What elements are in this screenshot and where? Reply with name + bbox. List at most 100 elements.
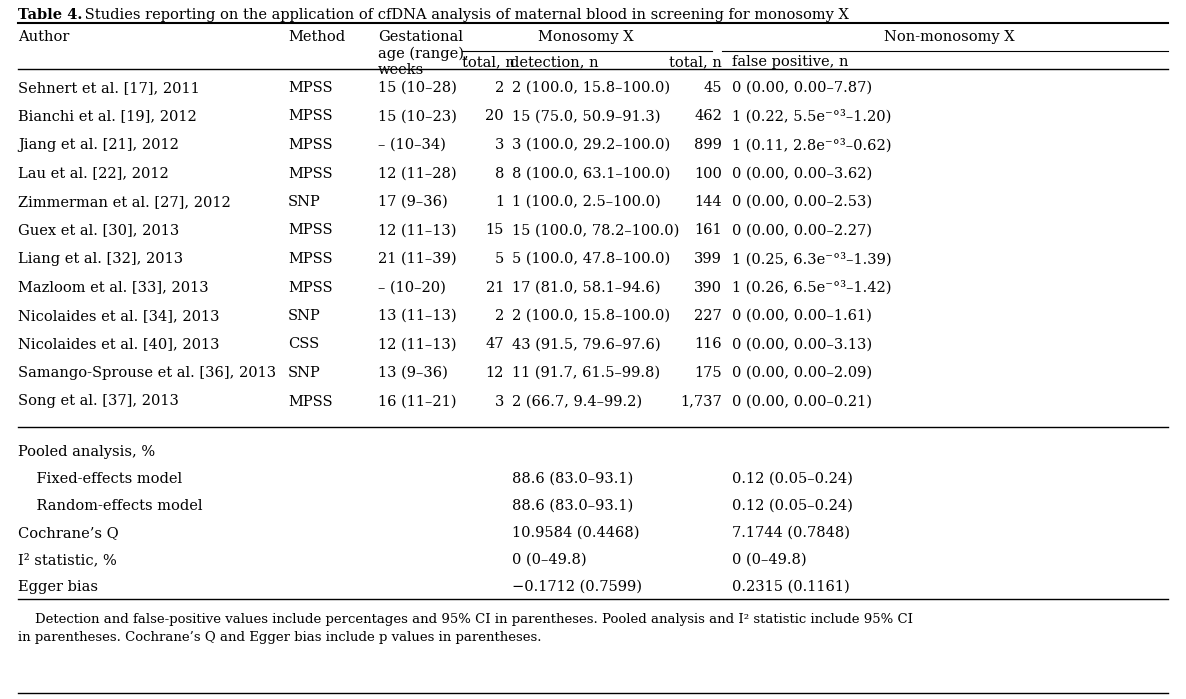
Text: 390: 390: [694, 280, 722, 294]
Text: 899: 899: [694, 138, 722, 152]
Text: 15 (75.0, 50.9–91.3): 15 (75.0, 50.9–91.3): [512, 110, 661, 124]
Text: MPSS: MPSS: [288, 81, 332, 95]
Text: 116: 116: [694, 338, 722, 352]
Text: 88.6 (83.0–93.1): 88.6 (83.0–93.1): [512, 472, 633, 486]
Text: 13 (9–36): 13 (9–36): [378, 366, 448, 380]
Text: 175: 175: [694, 366, 722, 380]
Text: 12: 12: [485, 366, 504, 380]
Text: Bianchi et al. [19], 2012: Bianchi et al. [19], 2012: [18, 110, 197, 124]
Text: 1 (0.25, 6.3e⁻°³–1.39): 1 (0.25, 6.3e⁻°³–1.39): [732, 252, 892, 266]
Text: 2: 2: [495, 81, 504, 95]
Text: 7.1744 (0.7848): 7.1744 (0.7848): [732, 526, 850, 540]
Text: 0.12 (0.05–0.24): 0.12 (0.05–0.24): [732, 499, 853, 513]
Text: 1,737: 1,737: [681, 394, 722, 408]
Text: 0 (0.00, 0.00–3.13): 0 (0.00, 0.00–3.13): [732, 338, 872, 352]
Text: 15 (10–23): 15 (10–23): [378, 110, 457, 124]
Text: −0.1712 (0.7599): −0.1712 (0.7599): [512, 580, 642, 594]
Text: – (10–34): – (10–34): [378, 138, 446, 152]
Text: 13 (11–13): 13 (11–13): [378, 309, 457, 323]
Text: 21: 21: [485, 280, 504, 294]
Text: 16 (11–21): 16 (11–21): [378, 394, 457, 408]
Text: SNP: SNP: [288, 309, 320, 323]
Text: I² statistic, %: I² statistic, %: [18, 553, 116, 567]
Text: 0 (0.00, 0.00–1.61): 0 (0.00, 0.00–1.61): [732, 309, 872, 323]
Text: 15 (10–28): 15 (10–28): [378, 81, 457, 95]
Text: 0 (0.00, 0.00–2.53): 0 (0.00, 0.00–2.53): [732, 195, 872, 209]
Text: 17 (81.0, 58.1–94.6): 17 (81.0, 58.1–94.6): [512, 280, 661, 294]
Text: 1 (0.11, 2.8e⁻°³–0.62): 1 (0.11, 2.8e⁻°³–0.62): [732, 138, 892, 152]
Text: 100: 100: [694, 166, 722, 180]
Text: 12 (11–13): 12 (11–13): [378, 224, 457, 238]
Text: 15: 15: [485, 224, 504, 238]
Text: MPSS: MPSS: [288, 110, 332, 124]
Text: 1 (0.22, 5.5e⁻°³–1.20): 1 (0.22, 5.5e⁻°³–1.20): [732, 110, 892, 124]
Text: 0 (0–49.8): 0 (0–49.8): [732, 553, 806, 567]
Text: 161: 161: [694, 224, 722, 238]
Text: 462: 462: [694, 110, 722, 124]
Text: SNP: SNP: [288, 195, 320, 209]
Text: Fixed-effects model: Fixed-effects model: [18, 472, 183, 486]
Text: 2 (100.0, 15.8–100.0): 2 (100.0, 15.8–100.0): [512, 309, 670, 323]
Text: Song et al. [37], 2013: Song et al. [37], 2013: [18, 394, 179, 408]
Text: Gestational
age (range),
weeks: Gestational age (range), weeks: [378, 30, 468, 77]
Text: Monosomy X: Monosomy X: [538, 30, 633, 44]
Text: 2 (100.0, 15.8–100.0): 2 (100.0, 15.8–100.0): [512, 81, 670, 95]
Text: MPSS: MPSS: [288, 394, 332, 408]
Text: CSS: CSS: [288, 338, 319, 352]
Text: – (10–20): – (10–20): [378, 280, 446, 294]
Text: Studies reporting on the application of cfDNA analysis of maternal blood in scre: Studies reporting on the application of …: [79, 8, 849, 22]
Text: 5 (100.0, 47.8–100.0): 5 (100.0, 47.8–100.0): [512, 252, 670, 266]
Text: Nicolaides et al. [40], 2013: Nicolaides et al. [40], 2013: [18, 338, 219, 352]
Text: 0.2315 (0.1161): 0.2315 (0.1161): [732, 580, 849, 594]
Text: 47: 47: [485, 338, 504, 352]
Text: 3: 3: [495, 394, 504, 408]
Text: 0 (0.00, 0.00–2.27): 0 (0.00, 0.00–2.27): [732, 224, 872, 238]
Text: 11 (91.7, 61.5–99.8): 11 (91.7, 61.5–99.8): [512, 366, 661, 380]
Text: 5: 5: [495, 252, 504, 266]
Text: 0 (0.00, 0.00–0.21): 0 (0.00, 0.00–0.21): [732, 394, 872, 408]
Text: SNP: SNP: [288, 366, 320, 380]
Text: MPSS: MPSS: [288, 224, 332, 238]
Text: 0.12 (0.05–0.24): 0.12 (0.05–0.24): [732, 472, 853, 486]
Text: 2: 2: [495, 309, 504, 323]
Text: Egger bias: Egger bias: [18, 580, 98, 594]
Text: 8: 8: [495, 166, 504, 180]
Text: 1 (100.0, 2.5–100.0): 1 (100.0, 2.5–100.0): [512, 195, 661, 209]
Text: 0 (0.00, 0.00–3.62): 0 (0.00, 0.00–3.62): [732, 166, 872, 180]
Text: 227: 227: [694, 309, 722, 323]
Text: in parentheses. Cochrane’s Q and Egger bias include p values in parentheses.: in parentheses. Cochrane’s Q and Egger b…: [18, 631, 542, 644]
Text: 17 (9–36): 17 (9–36): [378, 195, 448, 209]
Text: MPSS: MPSS: [288, 166, 332, 180]
Text: false positive, n: false positive, n: [732, 55, 848, 69]
Text: MPSS: MPSS: [288, 138, 332, 152]
Text: Zimmerman et al. [27], 2012: Zimmerman et al. [27], 2012: [18, 195, 231, 209]
Text: Random-effects model: Random-effects model: [18, 499, 203, 513]
Text: total, n: total, n: [463, 55, 515, 69]
Text: Lau et al. [22], 2012: Lau et al. [22], 2012: [18, 166, 168, 180]
Text: Cochrane’s Q: Cochrane’s Q: [18, 526, 119, 540]
Text: 0 (0.00, 0.00–2.09): 0 (0.00, 0.00–2.09): [732, 366, 872, 380]
Text: MPSS: MPSS: [288, 280, 332, 294]
Text: 12 (11–13): 12 (11–13): [378, 338, 457, 352]
Text: 10.9584 (0.4468): 10.9584 (0.4468): [512, 526, 639, 540]
Text: 43 (91.5, 79.6–97.6): 43 (91.5, 79.6–97.6): [512, 338, 661, 352]
Text: 1: 1: [495, 195, 504, 209]
Text: 399: 399: [694, 252, 722, 266]
Text: 0 (0–49.8): 0 (0–49.8): [512, 553, 587, 567]
Text: Table 4.: Table 4.: [18, 8, 82, 22]
Text: Detection and false-positive values include percentages and 95% CI in parenthese: Detection and false-positive values incl…: [18, 613, 913, 626]
Text: 1 (0.26, 6.5e⁻°³–1.42): 1 (0.26, 6.5e⁻°³–1.42): [732, 280, 892, 295]
Text: 0 (0.00, 0.00–7.87): 0 (0.00, 0.00–7.87): [732, 81, 872, 95]
Text: Liang et al. [32], 2013: Liang et al. [32], 2013: [18, 252, 183, 266]
Text: Method: Method: [288, 30, 345, 44]
Text: 20: 20: [485, 110, 504, 124]
Text: Guex et al. [30], 2013: Guex et al. [30], 2013: [18, 224, 179, 238]
Text: 15 (100.0, 78.2–100.0): 15 (100.0, 78.2–100.0): [512, 224, 680, 238]
Text: 45: 45: [703, 81, 722, 95]
Text: 144: 144: [694, 195, 722, 209]
Text: total, n: total, n: [669, 55, 722, 69]
Text: 3: 3: [495, 138, 504, 152]
Text: MPSS: MPSS: [288, 252, 332, 266]
Text: Samango-Sprouse et al. [36], 2013: Samango-Sprouse et al. [36], 2013: [18, 366, 276, 380]
Text: Author: Author: [18, 30, 69, 44]
